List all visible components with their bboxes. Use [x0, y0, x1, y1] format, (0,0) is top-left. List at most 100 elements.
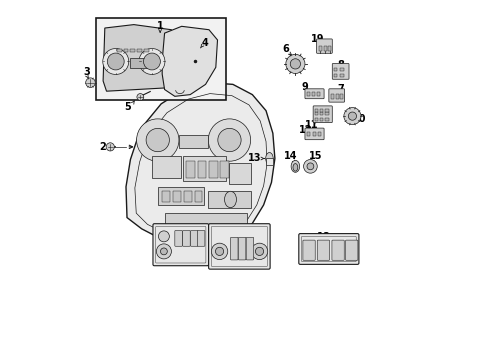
Circle shape [211, 243, 227, 260]
Bar [315, 112, 318, 116]
Ellipse shape [290, 160, 299, 172]
Bar [311, 92, 314, 96]
Text: 13: 13 [247, 153, 261, 163]
Polygon shape [126, 83, 274, 245]
FancyBboxPatch shape [345, 240, 357, 260]
Circle shape [285, 54, 305, 73]
Bar [317, 132, 320, 136]
Bar [320, 112, 323, 116]
Text: 17: 17 [207, 250, 221, 260]
FancyBboxPatch shape [183, 230, 190, 246]
Bar [318, 46, 321, 50]
Bar [144, 49, 148, 52]
Bar [334, 68, 337, 71]
Text: 7: 7 [337, 84, 344, 94]
Text: 10: 10 [352, 113, 365, 123]
Bar [340, 74, 343, 77]
Bar [325, 112, 328, 116]
Bar [306, 92, 309, 96]
Ellipse shape [265, 153, 273, 165]
FancyBboxPatch shape [331, 63, 348, 79]
FancyBboxPatch shape [316, 39, 331, 53]
FancyBboxPatch shape [298, 234, 358, 264]
Bar [327, 46, 330, 50]
Bar [183, 157, 225, 181]
Bar [265, 158, 272, 165]
Circle shape [160, 248, 167, 255]
Circle shape [156, 244, 171, 259]
Bar [186, 161, 194, 177]
Circle shape [106, 143, 114, 151]
Circle shape [146, 129, 169, 152]
Bar [208, 161, 217, 177]
Text: 4: 4 [201, 39, 207, 48]
Bar [173, 190, 180, 202]
Text: 18: 18 [317, 232, 330, 242]
Bar [183, 190, 191, 202]
Bar [164, 213, 246, 228]
Text: 16: 16 [162, 225, 175, 235]
Bar [152, 157, 181, 177]
Bar [306, 132, 309, 136]
Ellipse shape [224, 191, 236, 208]
FancyBboxPatch shape [238, 237, 245, 260]
Ellipse shape [292, 163, 297, 171]
FancyBboxPatch shape [317, 240, 329, 260]
Text: 12: 12 [298, 125, 312, 135]
Circle shape [343, 108, 360, 125]
Bar [316, 92, 319, 96]
Bar [323, 46, 326, 50]
Bar [130, 49, 135, 52]
Bar [117, 49, 122, 52]
Bar [334, 74, 337, 77]
FancyBboxPatch shape [230, 237, 238, 260]
Bar [325, 109, 328, 112]
Bar [312, 132, 316, 136]
Circle shape [107, 53, 124, 70]
Circle shape [208, 119, 250, 161]
Text: 9: 9 [301, 82, 307, 92]
Bar [320, 109, 323, 112]
Bar [340, 68, 343, 71]
Bar [195, 190, 202, 202]
Circle shape [306, 163, 313, 170]
Text: 6: 6 [282, 44, 288, 54]
Polygon shape [162, 26, 217, 96]
Bar [229, 163, 250, 184]
FancyBboxPatch shape [312, 106, 331, 123]
Circle shape [139, 49, 164, 75]
Text: 14: 14 [284, 151, 297, 161]
Bar [220, 161, 228, 177]
FancyBboxPatch shape [208, 224, 269, 269]
Circle shape [85, 78, 95, 87]
FancyBboxPatch shape [305, 89, 324, 99]
FancyBboxPatch shape [197, 230, 204, 246]
Bar [330, 94, 333, 99]
Circle shape [158, 231, 169, 242]
FancyBboxPatch shape [175, 230, 182, 246]
Bar [96, 18, 225, 100]
FancyBboxPatch shape [305, 128, 324, 140]
FancyBboxPatch shape [245, 237, 253, 260]
Text: 15: 15 [308, 151, 322, 161]
FancyBboxPatch shape [328, 89, 344, 102]
Bar [207, 191, 250, 208]
Bar [179, 135, 208, 148]
Circle shape [255, 247, 263, 256]
Text: 5: 5 [124, 102, 131, 112]
Bar [339, 94, 342, 99]
Text: 11: 11 [304, 120, 318, 130]
Text: 3: 3 [83, 67, 90, 77]
Bar [315, 109, 318, 112]
Circle shape [102, 49, 128, 75]
Circle shape [251, 243, 267, 260]
Text: 19: 19 [310, 34, 324, 44]
Circle shape [290, 59, 300, 69]
Bar [325, 118, 328, 121]
Bar [123, 49, 128, 52]
Bar [315, 118, 318, 121]
Circle shape [143, 53, 160, 70]
Circle shape [136, 119, 179, 161]
Bar [336, 94, 339, 99]
Text: 1: 1 [157, 21, 163, 31]
